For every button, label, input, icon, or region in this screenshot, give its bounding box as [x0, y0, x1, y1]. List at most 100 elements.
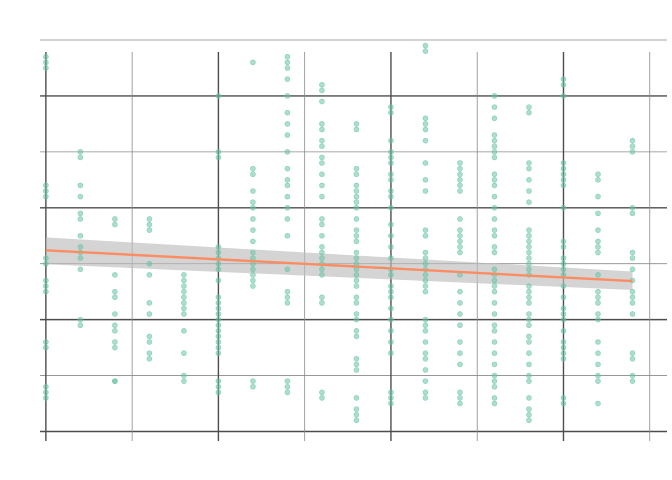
data-point	[595, 400, 601, 407]
data-point	[43, 339, 49, 345]
data-point	[422, 115, 429, 122]
data-point	[215, 378, 222, 384]
data-point	[250, 249, 256, 256]
data-points-layer	[43, 42, 636, 424]
data-point	[146, 333, 153, 340]
data-point	[629, 288, 636, 295]
data-point	[388, 204, 394, 211]
data-point	[250, 238, 256, 245]
data-point	[319, 255, 325, 261]
data-point	[284, 193, 291, 200]
data-point	[353, 227, 360, 233]
data-point	[457, 288, 463, 295]
data-point	[526, 104, 532, 110]
data-point	[560, 283, 567, 289]
data-point	[388, 193, 394, 200]
data-point	[250, 165, 256, 172]
data-point	[595, 378, 601, 384]
data-point	[319, 232, 325, 239]
data-point	[388, 272, 394, 278]
data-point	[353, 165, 360, 172]
data-point	[526, 300, 532, 306]
data-point	[491, 204, 498, 211]
data-point	[353, 238, 360, 245]
data-point	[215, 344, 222, 351]
data-point	[491, 339, 498, 345]
data-point	[77, 266, 84, 273]
data-point	[146, 272, 153, 278]
data-point	[629, 137, 636, 144]
data-point	[560, 171, 567, 178]
data-point	[284, 204, 291, 211]
data-point	[319, 121, 325, 127]
data-point	[422, 395, 429, 401]
data-point	[595, 361, 601, 368]
data-point	[560, 316, 567, 323]
data-point	[526, 350, 532, 356]
data-point	[491, 104, 498, 110]
data-point	[388, 389, 394, 396]
data-point	[43, 344, 49, 351]
data-point	[43, 383, 49, 390]
data-point	[43, 288, 49, 295]
data-point	[353, 361, 360, 368]
data-point	[491, 232, 498, 239]
data-point	[560, 344, 567, 351]
data-point	[388, 255, 394, 261]
data-point	[215, 328, 222, 334]
data-point	[77, 182, 84, 189]
data-point	[181, 305, 187, 312]
data-point	[422, 322, 429, 329]
data-point	[112, 328, 118, 334]
data-point	[560, 260, 567, 267]
data-point	[319, 193, 325, 200]
data-point	[422, 42, 429, 49]
data-point	[112, 339, 118, 345]
data-point	[250, 277, 256, 284]
data-point	[491, 143, 498, 150]
data-point	[491, 132, 498, 138]
data-point	[319, 126, 325, 133]
data-point	[560, 395, 567, 401]
data-point	[629, 300, 636, 306]
data-point	[560, 305, 567, 312]
data-point	[388, 350, 394, 356]
data-point	[526, 288, 532, 295]
data-point	[43, 188, 49, 194]
data-point	[77, 244, 84, 250]
trend-line-layer	[45, 249, 633, 283]
data-point	[560, 182, 567, 189]
data-point	[595, 350, 601, 356]
data-point	[77, 232, 84, 239]
data-point	[526, 266, 532, 273]
data-point	[491, 288, 498, 295]
data-point	[353, 188, 360, 194]
data-point	[526, 294, 532, 301]
data-point	[422, 272, 429, 278]
data-point	[353, 216, 360, 222]
data-point	[215, 339, 222, 345]
data-point	[319, 244, 325, 250]
data-point	[560, 350, 567, 356]
data-point	[595, 311, 601, 317]
data-point	[457, 244, 463, 250]
data-point	[77, 149, 84, 155]
data-point	[491, 361, 498, 368]
data-point	[146, 260, 153, 267]
data-point	[457, 395, 463, 401]
data-point	[388, 294, 394, 301]
data-point	[43, 53, 49, 60]
data-point	[560, 400, 567, 407]
data-point	[353, 199, 360, 205]
data-point	[491, 378, 498, 384]
data-point	[43, 283, 49, 289]
data-point	[422, 378, 429, 384]
data-point	[629, 204, 636, 211]
data-point	[77, 154, 84, 161]
data-point	[353, 272, 360, 278]
data-point	[491, 395, 498, 401]
data-point	[146, 355, 153, 362]
data-point	[560, 339, 567, 345]
data-point	[388, 244, 394, 250]
data-point	[319, 272, 325, 278]
